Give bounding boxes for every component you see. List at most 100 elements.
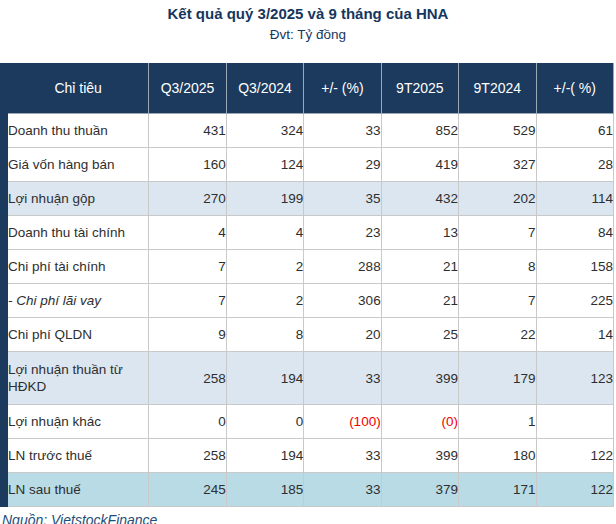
- cell-value: 20: [304, 318, 381, 352]
- row-label: LN sau thuế: [4, 473, 149, 507]
- cell-value: 33: [304, 352, 381, 405]
- cell-value: 202: [459, 182, 536, 216]
- cell-value: 7: [149, 250, 226, 284]
- cell-value: 61: [536, 114, 613, 148]
- column-header-ytd-change: +/-( %): [536, 63, 613, 114]
- cell-value: 199: [226, 182, 303, 216]
- table-row-highlighted: Lợi nhuận thuần từ HĐKD 258 194 33 399 1…: [4, 352, 614, 405]
- cell-value: 122: [536, 439, 613, 473]
- table-row-highlighted: Lợi nhuận gộp 270 199 35 432 202 114: [4, 182, 614, 216]
- cell-value: 33: [304, 439, 381, 473]
- cell-value: 431: [149, 114, 226, 148]
- cell-value: 29: [304, 148, 381, 182]
- row-label: Doanh thu thuần: [4, 114, 149, 148]
- cell-value: 4: [226, 216, 303, 250]
- table-row: Chi phí tài chính 7 2 288 21 8 158: [4, 250, 614, 284]
- row-label: - Chi phí lãi vay: [4, 284, 149, 318]
- cell-value: 324: [226, 114, 303, 148]
- cell-value: 33: [304, 473, 381, 507]
- row-label: Giá vốn hàng bán: [4, 148, 149, 182]
- cell-value: 0: [226, 405, 303, 439]
- column-header-quarter-change: +/- (%): [304, 63, 381, 114]
- cell-value: 160: [149, 148, 226, 182]
- page: Kết quả quý 3/2025 và 9 tháng của HNA Đv…: [0, 0, 616, 524]
- table-row: Doanh thu thuần 431 324 33 852 529 61: [4, 114, 614, 148]
- table-row: Lợi nhuận khác 0 0 (100) (0) 1: [4, 405, 614, 439]
- row-label: Doanh thu tài chính: [4, 216, 149, 250]
- page-title: Kết quả quý 3/2025 và 9 tháng của HNA: [0, 4, 616, 23]
- cell-value: 2: [226, 250, 303, 284]
- cell-value: 194: [226, 352, 303, 405]
- cell-value: 13: [381, 216, 458, 250]
- cell-value: 14: [536, 318, 613, 352]
- cell-value: 306: [304, 284, 381, 318]
- cell-value: 123: [536, 352, 613, 405]
- cell-value: 245: [149, 473, 226, 507]
- cell-value: 179: [459, 352, 536, 405]
- cell-value: 7: [459, 284, 536, 318]
- cell-value: 124: [226, 148, 303, 182]
- cell-value: 399: [381, 352, 458, 405]
- table-header-row: Chỉ tiêu Q3/2025 Q3/2024 +/- (%) 9T2025 …: [4, 63, 614, 114]
- cell-value: 399: [381, 439, 458, 473]
- row-label: LN trước thuế: [4, 439, 149, 473]
- unit-label: Đvt: Tỷ đồng: [0, 26, 616, 44]
- column-header-q3-2024: Q3/2024: [226, 63, 303, 114]
- table-row-highlighted-total: LN sau thuế 245 185 33 379 171 122: [4, 473, 614, 507]
- financial-table: Chỉ tiêu Q3/2025 Q3/2024 +/- (%) 9T2025 …: [0, 63, 614, 507]
- cell-value: 171: [459, 473, 536, 507]
- row-label: Lợi nhuận thuần từ HĐKD: [4, 352, 149, 405]
- cell-value: 7: [149, 284, 226, 318]
- cell-value: 21: [381, 284, 458, 318]
- cell-value: 22: [459, 318, 536, 352]
- cell-value: 0: [149, 405, 226, 439]
- cell-value: 21: [381, 250, 458, 284]
- cell-value: 8: [226, 318, 303, 352]
- cell-value: 225: [536, 284, 613, 318]
- cell-value: 28: [536, 148, 613, 182]
- table-row: LN trước thuế 258 194 33 399 180 122: [4, 439, 614, 473]
- cell-value: 84: [536, 216, 613, 250]
- column-header-9t2025: 9T2025: [381, 63, 458, 114]
- cell-value: 194: [226, 439, 303, 473]
- cell-value: 158: [536, 250, 613, 284]
- row-label: Chi phí QLDN: [4, 318, 149, 352]
- cell-value: 327: [459, 148, 536, 182]
- cell-value: 33: [304, 114, 381, 148]
- column-header-9t2024: 9T2024: [459, 63, 536, 114]
- cell-value: 9: [149, 318, 226, 352]
- cell-value: 23: [304, 216, 381, 250]
- cell-value: (100): [304, 405, 381, 439]
- cell-value: 114: [536, 182, 613, 216]
- cell-value: 852: [381, 114, 458, 148]
- cell-value: 379: [381, 473, 458, 507]
- cell-value: 7: [459, 216, 536, 250]
- table-row-sub-item: - Chi phí lãi vay 7 2 306 21 7 225: [4, 284, 614, 318]
- cell-value: 270: [149, 182, 226, 216]
- cell-value: 432: [381, 182, 458, 216]
- row-label: Lợi nhuận gộp: [4, 182, 149, 216]
- cell-value: 1: [459, 405, 536, 439]
- table-row: Giá vốn hàng bán 160 124 29 419 327 28: [4, 148, 614, 182]
- cell-value: 4: [149, 216, 226, 250]
- cell-value: 258: [149, 439, 226, 473]
- cell-value: 419: [381, 148, 458, 182]
- cell-value: 2: [226, 284, 303, 318]
- table-row: Doanh thu tài chính 4 4 23 13 7 84: [4, 216, 614, 250]
- cell-value: 8: [459, 250, 536, 284]
- cell-value: 122: [536, 473, 613, 507]
- cell-value: 258: [149, 352, 226, 405]
- cell-value: 180: [459, 439, 536, 473]
- cell-value: [536, 405, 613, 439]
- source-note: Nguồn: VietstockFinance: [0, 512, 616, 524]
- cell-value: 25: [381, 318, 458, 352]
- row-label: Lợi nhuận khác: [4, 405, 149, 439]
- row-label: Chi phí tài chính: [4, 250, 149, 284]
- table-row: Chi phí QLDN 9 8 20 25 22 14: [4, 318, 614, 352]
- cell-value: (0): [381, 405, 458, 439]
- column-header-chi-tieu: Chỉ tiêu: [4, 63, 149, 114]
- cell-value: 35: [304, 182, 381, 216]
- cell-value: 185: [226, 473, 303, 507]
- cell-value: 529: [459, 114, 536, 148]
- cell-value: 288: [304, 250, 381, 284]
